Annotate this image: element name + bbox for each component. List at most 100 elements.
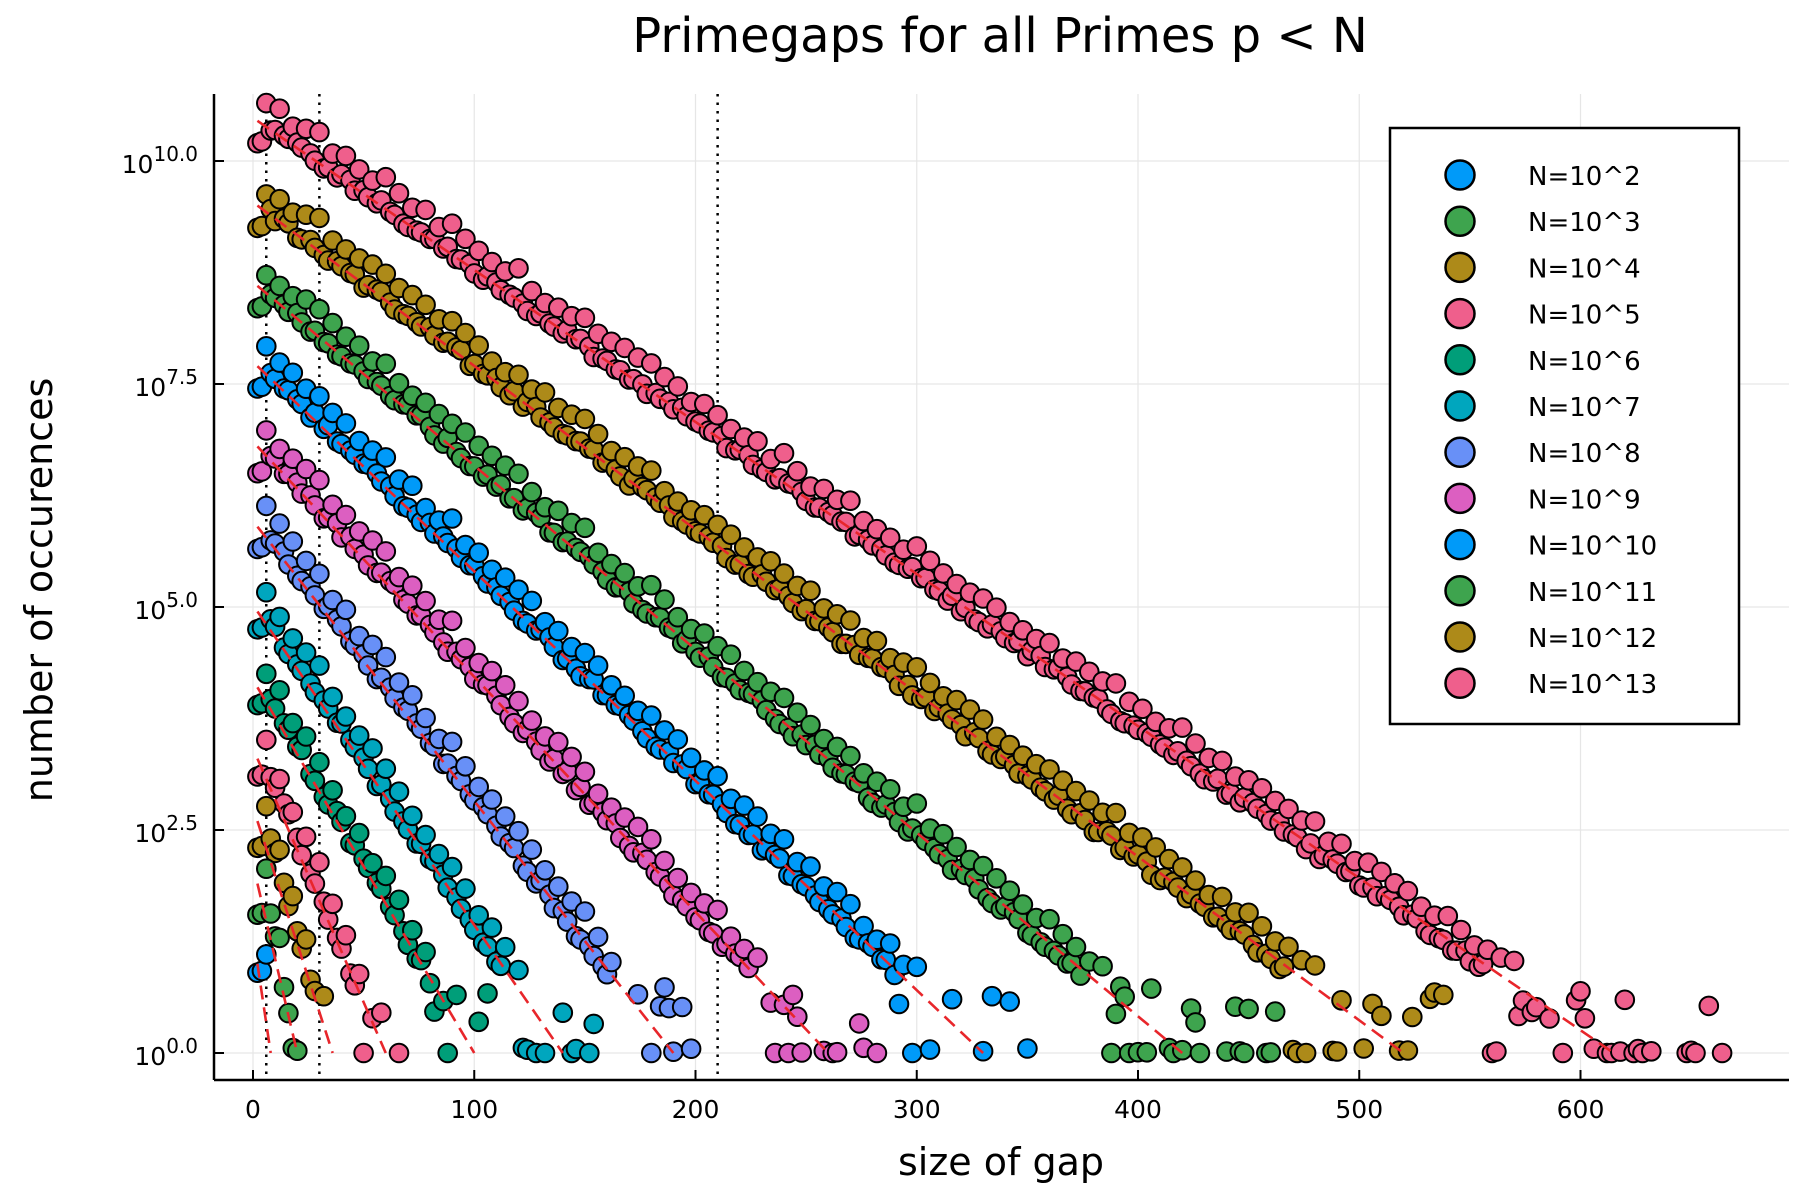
data-point xyxy=(388,889,410,911)
fit-line xyxy=(256,365,985,1054)
data-point xyxy=(256,795,277,817)
data-point xyxy=(667,606,689,628)
legend-label: N=10^3 xyxy=(1528,208,1641,238)
data-point xyxy=(981,985,1003,1007)
data-point xyxy=(1185,733,1206,754)
data-point xyxy=(787,460,808,482)
data-point xyxy=(1304,955,1326,976)
data-point xyxy=(375,263,397,285)
data-point xyxy=(1039,632,1060,654)
data-point xyxy=(840,490,861,512)
data-point xyxy=(322,402,343,424)
data-point xyxy=(295,550,317,572)
data-point xyxy=(375,865,397,887)
data-point xyxy=(641,574,662,596)
data-point xyxy=(304,873,326,894)
data-point xyxy=(548,876,569,897)
data-point xyxy=(1326,1041,1348,1062)
data-point xyxy=(919,1039,941,1060)
x-tick-label: 500 xyxy=(1335,1095,1383,1124)
data-point xyxy=(972,855,994,877)
data-point xyxy=(256,336,277,357)
data-point xyxy=(587,655,609,676)
fit-line xyxy=(256,686,476,1054)
data-point xyxy=(1353,1038,1374,1059)
data-point xyxy=(1092,955,1113,977)
data-point xyxy=(322,780,343,801)
data-point xyxy=(986,597,1007,619)
y-axis-label: number of occurences xyxy=(17,378,61,803)
data-point xyxy=(348,963,370,985)
data-point xyxy=(295,458,317,480)
data-point xyxy=(1101,1042,1122,1064)
data-point xyxy=(441,310,463,332)
data-point xyxy=(548,731,569,753)
data-point xyxy=(1278,798,1299,820)
data-point xyxy=(1065,936,1087,958)
data-point xyxy=(508,959,529,981)
data-point xyxy=(1552,1042,1574,1064)
data-point xyxy=(1052,923,1074,945)
data-point xyxy=(1273,956,1295,977)
data-point xyxy=(782,984,804,1006)
data-point xyxy=(1189,1042,1211,1064)
data-point xyxy=(1172,717,1193,738)
data-point xyxy=(521,590,543,612)
data-point xyxy=(402,805,423,827)
data-point xyxy=(521,710,543,731)
data-point xyxy=(601,951,622,973)
data-point xyxy=(1450,919,1472,941)
data-point xyxy=(587,423,609,445)
data-point xyxy=(906,793,928,814)
fit-line xyxy=(256,119,1615,1055)
data-point xyxy=(508,463,529,485)
data-point xyxy=(1238,998,1259,1020)
data-point xyxy=(468,1011,490,1033)
data-point xyxy=(295,642,317,663)
data-point xyxy=(375,166,397,188)
data-point xyxy=(269,513,290,534)
data-point xyxy=(508,364,529,386)
data-point xyxy=(1039,908,1060,930)
data-point xyxy=(1017,1038,1038,1059)
legend: N=10^2 N=10^3 N=10^4 N=10^5 N=10^6 N=10^7 N=10… xyxy=(1388,126,1741,726)
data-point xyxy=(494,806,516,827)
data-point xyxy=(840,745,861,767)
legend-label: N=10^9 xyxy=(1528,485,1641,515)
data-point xyxy=(1141,978,1162,999)
data-point xyxy=(667,729,689,750)
data-point xyxy=(282,448,304,470)
data-point xyxy=(348,725,370,746)
legend-label: N=10^5 xyxy=(1528,301,1641,331)
data-point xyxy=(362,634,383,656)
data-point xyxy=(561,746,582,768)
data-point xyxy=(720,524,742,546)
data-point xyxy=(309,386,330,407)
legend-label: N=10^4 xyxy=(1528,254,1641,284)
data-point xyxy=(747,806,768,827)
data-point xyxy=(309,469,330,491)
data-point xyxy=(1437,905,1459,927)
data-point xyxy=(269,839,290,861)
data-point xyxy=(919,550,941,572)
x-tick-label: 400 xyxy=(1114,1095,1162,1124)
data-point xyxy=(1402,1006,1423,1028)
data-point xyxy=(747,947,768,968)
data-point xyxy=(848,1013,870,1034)
data-point xyxy=(879,779,901,800)
data-point xyxy=(375,758,397,780)
data-point xyxy=(773,687,795,709)
data-point xyxy=(641,353,662,374)
data-point xyxy=(309,563,330,585)
data-point xyxy=(654,589,675,610)
data-point xyxy=(309,655,330,676)
data-point xyxy=(508,690,529,712)
data-point xyxy=(441,213,463,234)
data-point xyxy=(906,536,928,557)
data-point xyxy=(548,500,569,522)
data-point xyxy=(256,581,277,603)
y-tick-exponent: 5.0 xyxy=(166,588,198,612)
data-point xyxy=(256,264,277,286)
y-tick-base: 10 xyxy=(134,819,166,848)
data-point xyxy=(508,579,529,601)
